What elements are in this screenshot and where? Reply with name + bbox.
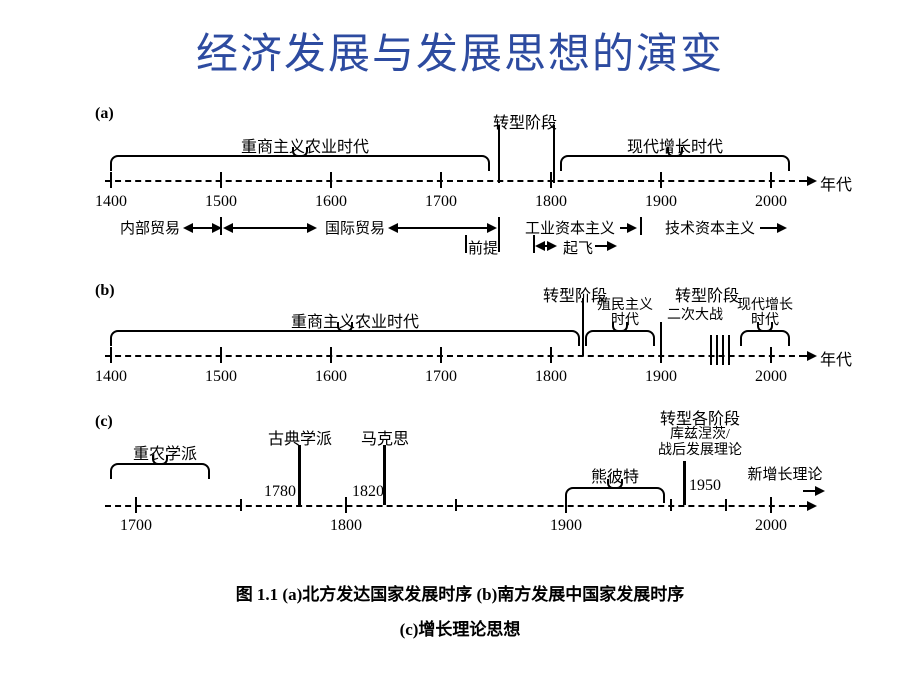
year-label: 1820: [352, 483, 384, 501]
tick: [725, 499, 727, 511]
segment-arrow: [620, 227, 635, 229]
tick-label: 1600: [315, 193, 347, 211]
segment-label: 工业资本主义: [525, 217, 615, 238]
tick-label: 1400: [95, 193, 127, 211]
tick-label: 1400: [95, 368, 127, 386]
tick-label: 1500: [205, 193, 237, 211]
era-label: 二次大战: [667, 308, 723, 323]
era-label: 转型阶段: [493, 109, 557, 133]
tick: [670, 499, 672, 511]
tick-label: 1900: [550, 517, 582, 535]
theory-brace: [565, 487, 665, 501]
axis: [105, 180, 805, 182]
year-label: 1950: [689, 477, 721, 495]
tick: [240, 499, 242, 511]
tick: [660, 347, 662, 363]
axis-arrow: [800, 505, 815, 507]
tick: [110, 172, 112, 188]
divider: [582, 298, 584, 356]
segment-label: 内部贸易: [120, 217, 180, 238]
theory-marker: [683, 461, 686, 505]
segment-arrow: [225, 227, 315, 229]
tick-label: 2000: [755, 193, 787, 211]
figure-caption-2: (c)增长理论思想: [0, 615, 920, 640]
figure-caption-1: 图 1.1 (a)北方发达国家发展时序 (b)南方发展中国家发展时序: [0, 580, 920, 605]
segment-divider: [220, 217, 222, 235]
panel-c: (c) 转型各阶段 重农学派 古典学派 1780 马克思 1820 熊彼特 库兹…: [85, 405, 845, 545]
tick: [770, 172, 772, 188]
tick: [440, 347, 442, 363]
panel-b-label: (b): [95, 282, 115, 300]
segment-label: 国际贸易: [325, 217, 385, 238]
segment-arrow: [760, 227, 785, 229]
axis-label: 年代: [820, 346, 852, 370]
segment-label: 起飞: [563, 237, 593, 258]
axis-label: 年代: [820, 171, 852, 195]
theory-brace: [110, 463, 210, 477]
segment-arrow: [595, 245, 615, 247]
page-title: 经济发展与发展思想的演变: [0, 20, 920, 81]
era-brace: [585, 330, 655, 344]
divider: [498, 125, 500, 183]
tick-label: 1700: [120, 517, 152, 535]
tick: [550, 172, 552, 188]
tick: [220, 172, 222, 188]
tick-label: 1900: [645, 193, 677, 211]
tick: [550, 347, 552, 363]
era-label: 转型各阶段: [660, 405, 740, 429]
panel-c-label: (c): [95, 413, 113, 431]
tick-label: 1600: [315, 368, 347, 386]
segment-arrow: [390, 227, 495, 229]
segment-arrow: [185, 227, 220, 229]
theory-marker: [298, 445, 301, 505]
tick: [135, 497, 137, 513]
tick-label: 1700: [425, 193, 457, 211]
segment-arrow: [537, 245, 555, 247]
tick: [770, 497, 772, 513]
era-label: 重商主义农业时代: [291, 308, 419, 332]
tick-label: 1800: [535, 193, 567, 211]
axis-arrow: [800, 180, 815, 182]
era-brace: [110, 155, 490, 169]
panel-a-label: (a): [95, 105, 114, 123]
axis-arrow: [800, 355, 815, 357]
tick-label: 1900: [645, 368, 677, 386]
panel-a: (a) 重商主义农业时代 转型阶段 现代增长时代 年代 1400 1500 16…: [85, 105, 845, 270]
tick: [455, 499, 457, 511]
panel-b: (b) 重商主义农业时代 转型阶段 殖民主义时代 二次大战 转型阶段 现代增长时…: [85, 280, 845, 395]
era-brace: [560, 155, 790, 169]
segment-divider: [465, 235, 467, 253]
tick: [110, 347, 112, 363]
tick: [770, 347, 772, 363]
era-brace: [740, 330, 790, 344]
theory-label: 库兹涅茨/战后发展理论: [658, 427, 742, 459]
divider: [553, 125, 555, 183]
tick-label: 1500: [205, 368, 237, 386]
era-brace: [110, 330, 580, 344]
tick: [440, 172, 442, 188]
axis: [105, 355, 805, 357]
theory-arrow: [803, 490, 823, 492]
tick-label: 2000: [755, 368, 787, 386]
tick-label: 1800: [535, 368, 567, 386]
tick: [345, 497, 347, 513]
tick: [565, 497, 567, 513]
year-label: 1780: [264, 483, 296, 501]
war-ticks: [710, 335, 730, 365]
segment-label: 技术资本主义: [665, 217, 755, 238]
tick: [660, 172, 662, 188]
era-label: 转型阶段: [675, 282, 739, 306]
tick-label: 1700: [425, 368, 457, 386]
segment-divider: [498, 217, 500, 252]
segment-divider: [640, 217, 642, 235]
tick-label: 1800: [330, 517, 362, 535]
tick: [220, 347, 222, 363]
theory-label: 新增长理论: [747, 463, 822, 484]
tick-label: 2000: [755, 517, 787, 535]
timeline-diagram: (a) 重商主义农业时代 转型阶段 现代增长时代 年代 1400 1500 16…: [85, 105, 845, 555]
segment-label: 前提: [468, 237, 498, 258]
tick: [330, 347, 332, 363]
tick: [330, 172, 332, 188]
